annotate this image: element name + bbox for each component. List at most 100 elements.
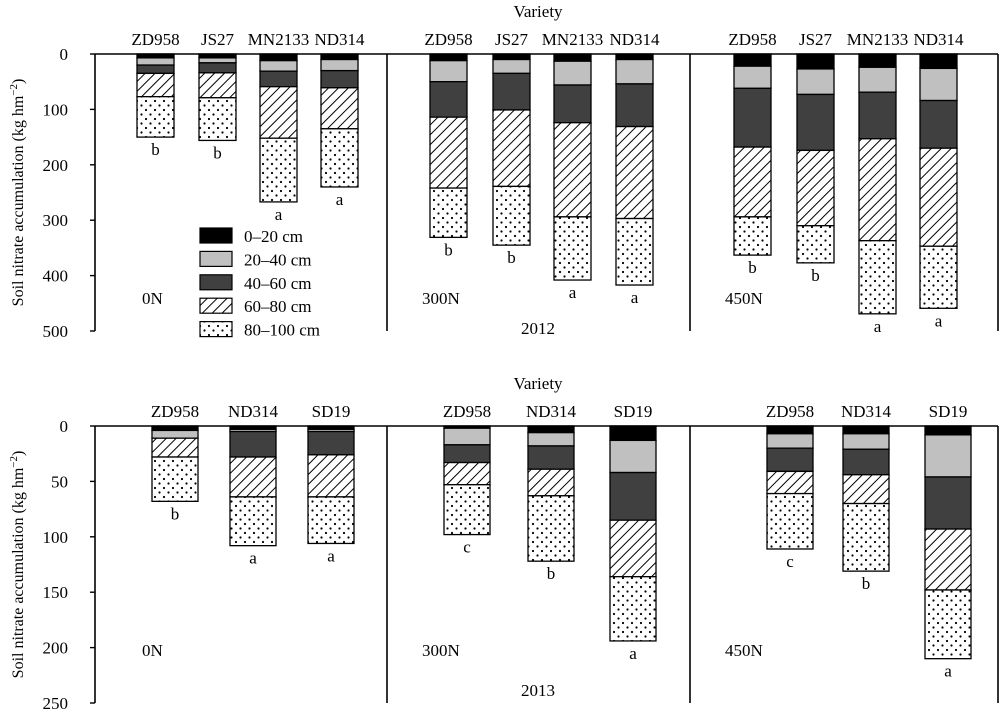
bar-segment-0-20-cm bbox=[733, 53, 772, 67]
bar-MN2133: MN2133 a bbox=[847, 30, 908, 336]
bar-segment-80-100-cm bbox=[136, 96, 175, 138]
bar-segment-80-100-cm bbox=[796, 225, 835, 264]
bar-segment-60-80-cm bbox=[492, 109, 531, 188]
treatment-label: 300N bbox=[422, 289, 460, 308]
bar-segment-60-80-cm bbox=[796, 149, 835, 227]
bar-segment-40-60-cm bbox=[527, 445, 575, 470]
bar-ND314: ND314 a bbox=[228, 402, 279, 568]
category-label: JS27 bbox=[495, 30, 529, 49]
bar-segment-20-40-cm bbox=[858, 66, 897, 93]
y-tick-label: 100 bbox=[43, 100, 69, 119]
x-axis-title: Variety bbox=[513, 374, 563, 393]
bar-SD19: SD19 a bbox=[307, 402, 355, 565]
bar-segment-80-100-cm bbox=[198, 97, 237, 142]
bar-segment-60-80-cm bbox=[443, 461, 491, 486]
treatment-label: 300N bbox=[422, 641, 460, 660]
y-tick-label: 50 bbox=[51, 472, 68, 491]
bar-segment-20-40-cm bbox=[766, 433, 814, 449]
panel-0N: 0N ZD958 b JS27 b MN2133 a ND314 a bbox=[131, 30, 365, 308]
bar-segment-20-40-cm bbox=[429, 59, 468, 83]
category-label: MN2133 bbox=[248, 30, 309, 49]
significance-letter: b bbox=[444, 240, 453, 259]
bar-segment-40-60-cm bbox=[553, 84, 592, 124]
bar-segment-0-20-cm bbox=[151, 425, 199, 432]
bar-segment-80-100-cm bbox=[766, 492, 814, 550]
category-label: JS27 bbox=[799, 30, 833, 49]
significance-letter: a bbox=[327, 546, 335, 565]
bar-segment-40-60-cm bbox=[492, 72, 531, 111]
bar-segment-60-80-cm bbox=[136, 72, 175, 98]
bar-segment-40-60-cm bbox=[429, 81, 468, 118]
category-label: ND314 bbox=[841, 402, 892, 421]
bar-ZD958: ZD958 b bbox=[151, 402, 199, 523]
significance-letter: a bbox=[631, 288, 639, 307]
significance-letter: b bbox=[507, 248, 516, 267]
bar-segment-40-60-cm bbox=[443, 444, 491, 464]
category-label: ND314 bbox=[913, 30, 964, 49]
significance-letter: a bbox=[935, 311, 943, 330]
y-tick-label: 200 bbox=[43, 156, 69, 175]
significance-letter: a bbox=[336, 190, 344, 209]
bar-segment-80-100-cm bbox=[527, 495, 575, 562]
bar-segment-40-60-cm bbox=[259, 70, 298, 88]
bar-segment-40-60-cm bbox=[307, 430, 355, 456]
bar-ND314: ND314 a bbox=[314, 30, 365, 209]
bar-segment-0-20-cm bbox=[796, 53, 835, 70]
category-label: ZD958 bbox=[728, 30, 776, 49]
significance-letter: a bbox=[629, 644, 637, 663]
x-axis-title: Variety bbox=[513, 2, 563, 21]
bar-segment-40-60-cm bbox=[229, 430, 277, 458]
y-axis-title-text: Soil nitrate accumulation (kg hm bbox=[10, 95, 27, 306]
bar-ND314: ND314 a bbox=[609, 30, 660, 307]
bar-ZD958: ZD958 c bbox=[766, 402, 814, 571]
y-tick-label: 0 bbox=[60, 417, 69, 436]
category-label: SD19 bbox=[614, 402, 653, 421]
bar-segment-60-80-cm bbox=[429, 116, 468, 189]
bar-MN2133: MN2133 a bbox=[248, 30, 309, 224]
significance-letter: c bbox=[786, 552, 794, 571]
category-label: JS27 bbox=[201, 30, 235, 49]
bar-segment-60-80-cm bbox=[609, 519, 657, 578]
bar-segment-80-100-cm bbox=[733, 216, 772, 256]
category-label: ZD958 bbox=[151, 402, 199, 421]
bar-segment-20-40-cm bbox=[615, 58, 654, 85]
bar-JS27: JS27 b bbox=[198, 30, 237, 162]
bar-segment-80-100-cm bbox=[919, 245, 958, 309]
bar-segment-20-40-cm bbox=[198, 57, 237, 64]
panel-300N: 300N ZD958 b JS27 b MN2133 a ND314 a bbox=[422, 30, 660, 308]
significance-letter: a bbox=[569, 283, 577, 302]
bar-segment-20-40-cm bbox=[527, 431, 575, 447]
category-label: ND314 bbox=[526, 402, 577, 421]
category-label: ND314 bbox=[609, 30, 660, 49]
bar-segment-40-60-cm bbox=[733, 87, 772, 148]
bar-segment-60-80-cm bbox=[527, 468, 575, 497]
panel-0N: 0N ZD958 b ND314 a SD19 a bbox=[142, 402, 355, 660]
bar-segment-20-40-cm bbox=[320, 58, 359, 72]
bar-segment-60-80-cm bbox=[924, 528, 972, 591]
y-axis-title: Soil nitrate accumulation (kg hm−2) bbox=[8, 79, 27, 307]
category-label: MN2133 bbox=[847, 30, 908, 49]
bar-segment-80-100-cm bbox=[229, 496, 277, 547]
bar-segment-80-100-cm bbox=[842, 502, 890, 572]
legend-swatch bbox=[199, 274, 233, 291]
y-axis-title-text: Soil nitrate accumulation (kg hm bbox=[10, 467, 27, 678]
bar-segment-20-40-cm bbox=[151, 429, 199, 439]
bar-segment-20-40-cm bbox=[919, 67, 958, 102]
category-label: ZD958 bbox=[443, 402, 491, 421]
bar-segment-40-60-cm bbox=[858, 91, 897, 140]
category-label: SD19 bbox=[312, 402, 351, 421]
legend-swatch bbox=[199, 227, 233, 244]
bar-segment-40-60-cm bbox=[615, 83, 654, 128]
bar-segment-80-100-cm bbox=[320, 128, 359, 188]
bar-segment-40-60-cm bbox=[919, 99, 958, 149]
bar-segment-80-100-cm bbox=[615, 217, 654, 286]
bar-segment-20-40-cm bbox=[842, 433, 890, 450]
bar-segment-80-100-cm bbox=[259, 137, 298, 203]
bar-segment-0-20-cm bbox=[527, 425, 575, 434]
y-axis-title-unit-exponent: −2 bbox=[8, 84, 20, 96]
significance-letter: a bbox=[944, 662, 952, 681]
bar-segment-20-40-cm bbox=[553, 60, 592, 86]
bar-segment-0-20-cm bbox=[320, 53, 359, 61]
significance-letter: a bbox=[275, 205, 283, 224]
bar-JS27: JS27 b bbox=[796, 30, 835, 285]
